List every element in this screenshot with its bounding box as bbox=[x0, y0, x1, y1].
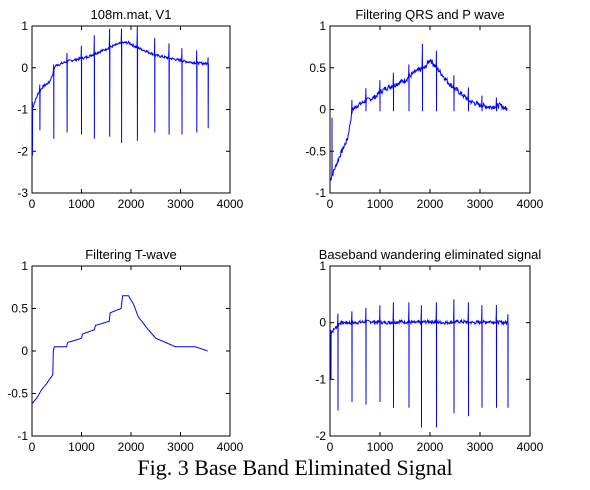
x-tick-label: 0 bbox=[29, 440, 36, 454]
x-tick-label: 4000 bbox=[517, 440, 544, 454]
y-tick-label: 0 bbox=[319, 316, 326, 330]
chart-panel-filter-t-wave: Filtering T-wave 0 1000 2000 3000 4000 -1 -0.5 0… bbox=[7, 247, 243, 454]
y-tick-label: 1 bbox=[21, 19, 28, 33]
signal-line bbox=[329, 299, 509, 428]
x-tick-label: 3000 bbox=[167, 440, 194, 454]
x-tick-label: 4000 bbox=[517, 197, 544, 211]
x-tick-label: 1000 bbox=[68, 197, 95, 211]
x-tick-label: 1000 bbox=[68, 440, 95, 454]
x-tick-label: 1000 bbox=[367, 197, 394, 211]
y-tick-label: 0.5 bbox=[11, 302, 28, 316]
figure-caption: Fig. 3 Base Band Eliminated Signal bbox=[137, 455, 453, 480]
x-tick-label: 4000 bbox=[217, 197, 244, 211]
y-tick-label: 0.5 bbox=[309, 61, 326, 75]
x-tick-label: 0 bbox=[29, 197, 36, 211]
y-tick-label: -2 bbox=[315, 429, 326, 443]
plot-area-frame bbox=[329, 25, 531, 194]
plot-area-frame bbox=[31, 25, 231, 194]
y-tick-label: -2 bbox=[17, 144, 28, 158]
chart-title: Filtering QRS and P wave bbox=[355, 7, 504, 22]
y-tick-label: -1 bbox=[17, 429, 28, 443]
y-tick-label: 0 bbox=[319, 103, 326, 117]
x-tick-label: 3000 bbox=[467, 440, 494, 454]
signal-line bbox=[31, 26, 209, 156]
y-tick-label: -1 bbox=[315, 186, 326, 200]
x-tick-label: 2000 bbox=[417, 440, 444, 454]
chart-title: Baseband wandering eliminated signal bbox=[319, 247, 542, 262]
chart-title: Filtering T-wave bbox=[85, 247, 177, 262]
y-tick-label: 0 bbox=[21, 344, 28, 358]
x-tick-label: 3000 bbox=[467, 197, 494, 211]
x-tick-label: 2000 bbox=[417, 197, 444, 211]
y-tick-label: 0 bbox=[21, 61, 28, 75]
chart-panel-baseband-eliminated: Baseband wandering eliminated signal 0 100… bbox=[315, 247, 543, 454]
y-tick-label: 1 bbox=[319, 19, 326, 33]
y-tick-label: -1 bbox=[17, 103, 28, 117]
signal-line bbox=[31, 295, 208, 405]
y-tick-label: -3 bbox=[17, 186, 28, 200]
x-tick-label: 3000 bbox=[167, 197, 194, 211]
y-tick-label: -1 bbox=[315, 372, 326, 386]
x-tick-label: 4000 bbox=[217, 440, 244, 454]
plot-area-frame bbox=[31, 265, 231, 437]
chart-panel-ecg-raw: 108m.mat, V1 0 1000 2000 3000 4000 -3 -2 -1 0 1 bbox=[17, 7, 243, 211]
x-tick-label: 1000 bbox=[367, 440, 394, 454]
x-tick-label: 0 bbox=[327, 440, 334, 454]
y-tick-label: -0.5 bbox=[7, 387, 28, 401]
y-tick-label: 1 bbox=[319, 259, 326, 273]
x-tick-label: 2000 bbox=[118, 197, 145, 211]
x-tick-label: 2000 bbox=[118, 440, 145, 454]
x-tick-label: 0 bbox=[327, 197, 334, 211]
chart-panel-filter-qrs-p: Filtering QRS and P wave 0 1000 2000 3000 400… bbox=[305, 7, 543, 211]
y-tick-label: 1 bbox=[21, 259, 28, 273]
chart-title: 108m.mat, V1 bbox=[91, 7, 172, 22]
y-tick-label: -0.5 bbox=[305, 144, 326, 158]
signal-line bbox=[329, 43, 508, 182]
plot-area-frame bbox=[329, 265, 531, 437]
